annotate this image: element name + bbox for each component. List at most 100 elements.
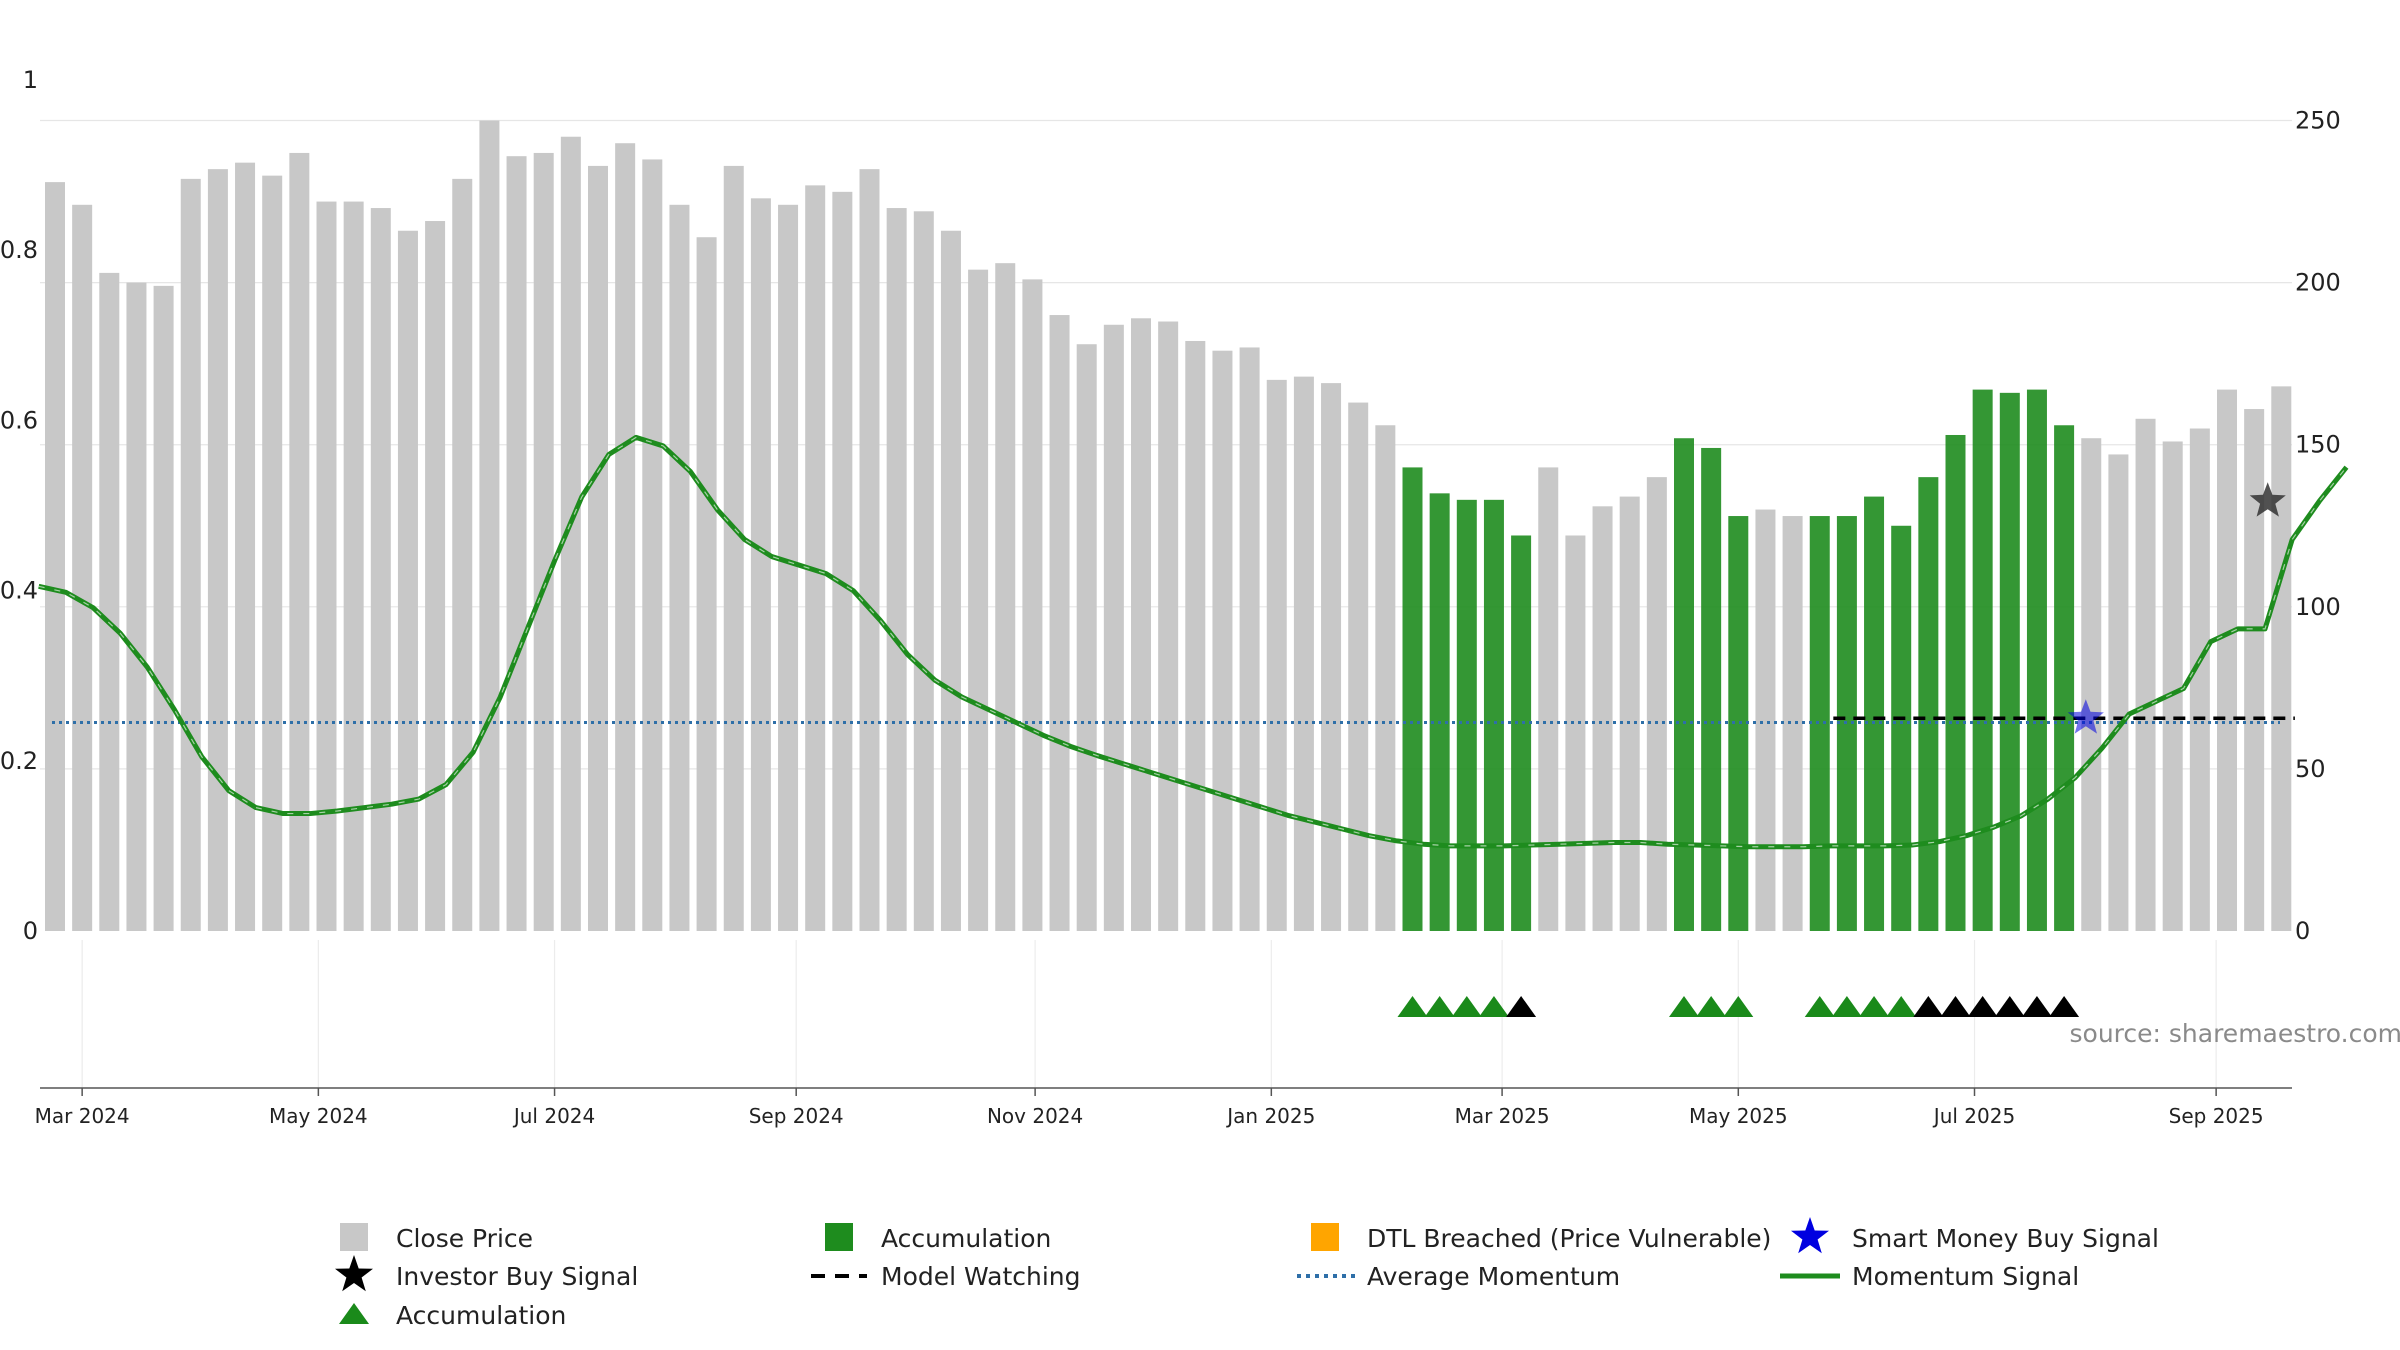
- close-price-bar: [886, 208, 907, 931]
- close-price-bar: [1103, 324, 1124, 932]
- close-price-bar: [2162, 441, 2183, 931]
- close-price-bar: [1619, 496, 1640, 931]
- legend-label: DTL Breached (Price Vulnerable): [1367, 1224, 1771, 1253]
- left-tick-label: 1: [23, 66, 38, 94]
- legend-swatch: [339, 1303, 369, 1324]
- accumulation-triangle: [1886, 996, 1917, 1017]
- accumulation-triangle-end: [1913, 996, 1944, 1017]
- close-price-bar: [2217, 389, 2237, 931]
- x-tick-label: Nov 2024: [987, 1104, 1083, 1128]
- close-price-bar: [45, 182, 65, 931]
- x-tick-label: May 2025: [1689, 1104, 1788, 1128]
- legend: Close Price Accumulation DTL Breached (Pri…: [335, 1217, 2159, 1330]
- legend-label: Model Watching: [881, 1262, 1081, 1291]
- accumulation-bar: [1429, 493, 1450, 931]
- x-tick-label: Jul 2025: [1932, 1104, 2015, 1128]
- legend-label: Average Momentum: [1367, 1262, 1620, 1291]
- left-tick-label: 0.4: [0, 577, 38, 605]
- close-price-bar: [2271, 386, 2292, 931]
- close-price-bar: [723, 165, 744, 932]
- close-price-bar: [1538, 467, 1559, 931]
- close-price-bar: [669, 204, 690, 931]
- close-price-bar: [533, 152, 554, 931]
- accumulation-triangle-end: [2021, 996, 2052, 1017]
- close-price-bar: [235, 162, 256, 931]
- close-price-bar: [1022, 279, 1043, 931]
- accumulation-triangle: [1424, 996, 1455, 1017]
- accumulation-triangle: [1696, 996, 1727, 1017]
- close-price-bar: [859, 169, 880, 932]
- accumulation-triangle: [1669, 996, 1699, 1017]
- close-price-bar: [940, 230, 961, 932]
- left-tick-label: 0.8: [0, 236, 38, 264]
- legend-swatch: [335, 1255, 373, 1292]
- close-price-bar: [1782, 516, 1803, 931]
- accumulation-triangle: [1859, 996, 1890, 1017]
- close-price-bar: [1321, 383, 1342, 931]
- legend-label: Smart Money Buy Signal: [1852, 1224, 2159, 1253]
- close-price-bar: [2081, 438, 2102, 931]
- source-label: source: sharemaestro.com: [2070, 1019, 2400, 1048]
- right-tick-label: 0: [2295, 917, 2310, 945]
- accumulation-bar: [1701, 447, 1722, 931]
- accumulation-bar: [1456, 499, 1477, 931]
- close-price-bar: [2135, 418, 2156, 931]
- legend-item: Close Price: [340, 1223, 533, 1253]
- legend-item: Accumulation: [339, 1301, 566, 1330]
- accumulation-triangle-end: [2049, 996, 2080, 1017]
- close-price-bar: [316, 201, 337, 932]
- x-tick-label: Sep 2024: [749, 1104, 844, 1128]
- close-price-bar: [2189, 428, 2210, 931]
- accumulation-bar: [2054, 425, 2075, 931]
- x-tick-label: Sep 2025: [2169, 1104, 2264, 1128]
- legend-item: Model Watching: [811, 1262, 1081, 1291]
- legend-item: Average Momentum: [1297, 1262, 1620, 1291]
- accumulation-bar: [1511, 535, 1532, 931]
- legend-swatch: [1311, 1223, 1339, 1251]
- accumulation-bar: [1728, 516, 1749, 931]
- close-price-bar: [778, 204, 799, 931]
- accumulation-bar: [1918, 477, 1939, 931]
- accumulation-bar: [1674, 438, 1694, 931]
- close-price-bar: [1212, 350, 1233, 931]
- right-tick-label: 100: [2295, 593, 2341, 621]
- signal-markers: [1397, 482, 2286, 1017]
- close-price-bar: [1755, 509, 1776, 931]
- accumulation-bar: [1945, 434, 1966, 931]
- accumulation-triangle: [1451, 996, 1482, 1017]
- accumulation-triangle-end: [1994, 996, 2025, 1017]
- accumulation-triangle: [1804, 996, 1835, 1017]
- close-price-bar: [642, 159, 663, 932]
- close-price-bar: [1185, 340, 1206, 931]
- x-tick-label: Mar 2025: [1455, 1104, 1550, 1128]
- close-price-bar: [262, 175, 283, 932]
- close-price-bar: [1131, 318, 1151, 931]
- smart-money-buy-star: [2067, 699, 2104, 734]
- close-price-bar: [1049, 315, 1070, 931]
- close-price-bar: [1592, 506, 1613, 931]
- legend-item: Investor Buy Signal: [335, 1255, 638, 1292]
- close-price-bar: [153, 285, 174, 931]
- close-price-bar: [832, 191, 853, 932]
- right-tick-label: 50: [2295, 755, 2326, 783]
- accumulation-triangle-end: [1967, 996, 1998, 1017]
- accumulation-triangle: [1723, 996, 1754, 1017]
- close-price-bar: [452, 178, 473, 931]
- close-price-bar: [696, 237, 717, 932]
- close-price-bar: [207, 169, 228, 932]
- legend-label: Accumulation: [881, 1224, 1051, 1253]
- close-price-bar: [1646, 477, 1667, 931]
- close-price-bar: [370, 208, 391, 931]
- accumulation-bar: [1809, 516, 1830, 931]
- close-price-bar: [1266, 379, 1287, 931]
- legend-item: Smart Money Buy Signal: [1791, 1217, 2159, 1254]
- close-price-bar: [479, 120, 500, 932]
- close-price-bar: [126, 282, 147, 932]
- close-price-bar: [72, 204, 93, 931]
- axes: Mar 2024 May 2024 Jul 2024 Sep 2024 Nov 2024…: [0, 66, 2341, 1128]
- close-price-bar: [425, 221, 446, 932]
- close-price-bar: [2108, 454, 2129, 931]
- momentum-signal-dash: [38, 436, 2347, 848]
- legend-item: Accumulation: [825, 1223, 1051, 1253]
- close-price-bar: [1158, 321, 1179, 931]
